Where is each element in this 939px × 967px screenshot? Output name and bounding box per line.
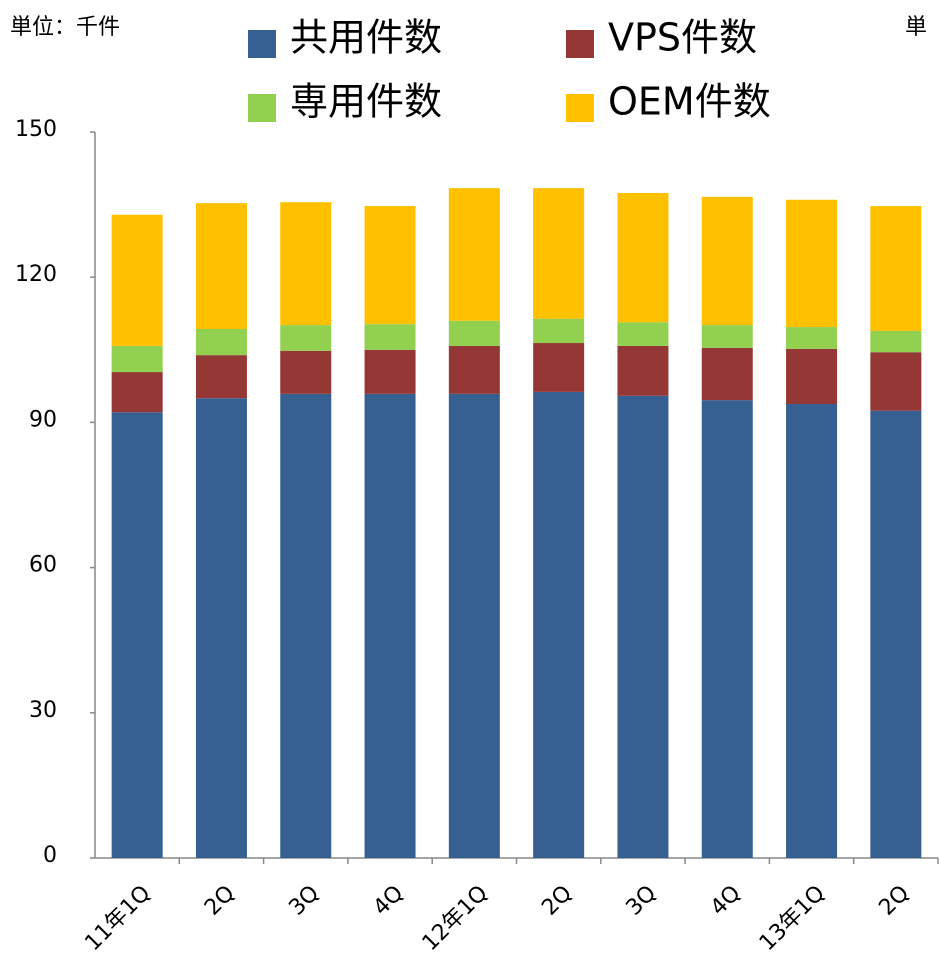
legend-label: 共用件数	[290, 16, 442, 60]
bar-segment	[870, 410, 922, 858]
legend-swatch	[248, 94, 276, 122]
legend-label: OEM件数	[608, 80, 771, 124]
x-tick-label: 13年1Q	[755, 881, 830, 956]
bar-segment	[617, 322, 669, 346]
bar-segment	[786, 348, 838, 405]
unit-label-right: 単	[905, 15, 927, 40]
bar-segment	[701, 347, 753, 401]
bar-segment	[111, 214, 163, 346]
bar-segment	[786, 327, 838, 349]
bar-segment	[870, 206, 922, 331]
bar-segment	[280, 350, 332, 394]
bar-segment	[195, 203, 247, 329]
bar-segment	[364, 349, 416, 394]
bar-segment	[448, 345, 500, 394]
y-tick-label: 30	[29, 698, 57, 723]
bar-segment	[280, 325, 332, 351]
bar-segment	[617, 192, 669, 323]
bar-segment	[364, 206, 416, 325]
bar-segment	[617, 395, 669, 858]
bar-segment	[195, 355, 247, 399]
bar-segment	[533, 391, 585, 858]
bar-segment	[701, 325, 753, 348]
bar-segment	[533, 318, 585, 344]
legend-label: VPS件数	[608, 16, 757, 60]
y-tick-label: 0	[43, 843, 57, 868]
bar-segment	[701, 196, 753, 326]
bar-segment	[533, 343, 585, 392]
bar-segment	[870, 352, 922, 411]
legend-swatch	[248, 30, 276, 58]
bar-segment	[364, 324, 416, 350]
bar-segment	[448, 320, 500, 346]
bar-segment	[364, 393, 416, 858]
bar-segment	[533, 188, 585, 319]
x-tick-label: 2Q	[875, 881, 915, 921]
bar-segment	[870, 330, 922, 353]
x-tick-label: 4Q	[706, 881, 746, 921]
bar-segment	[786, 404, 838, 858]
x-tick-label: 4Q	[369, 881, 409, 921]
bar-segment	[448, 188, 500, 321]
legend-label: 専用件数	[290, 80, 442, 124]
y-tick-label: 90	[29, 407, 57, 432]
x-tick-label: 11年1Q	[80, 881, 155, 956]
bar-segment	[280, 393, 332, 858]
unit-label: 単位：千件	[10, 15, 120, 40]
bar-segment	[111, 345, 163, 373]
bar-segment	[448, 393, 500, 858]
x-tick-label: 3Q	[284, 881, 324, 921]
x-tick-label: 2Q	[200, 881, 240, 921]
legend-swatch	[566, 94, 594, 122]
bar-segment	[786, 199, 838, 328]
y-tick-label: 60	[29, 553, 57, 578]
x-tick-label: 2Q	[537, 881, 577, 921]
bar-segment	[111, 372, 163, 413]
bar-segment	[111, 412, 163, 858]
bar-segment	[280, 202, 332, 326]
bar-segment	[701, 400, 753, 858]
bar-segment	[617, 345, 669, 396]
legend-swatch	[566, 30, 594, 58]
x-tick-label: 3Q	[622, 881, 662, 921]
bar-segment	[195, 398, 247, 858]
bar-segment	[195, 328, 247, 356]
x-tick-label: 12年1Q	[418, 881, 493, 956]
y-tick-label: 150	[15, 117, 57, 142]
y-tick-label: 120	[15, 262, 57, 287]
